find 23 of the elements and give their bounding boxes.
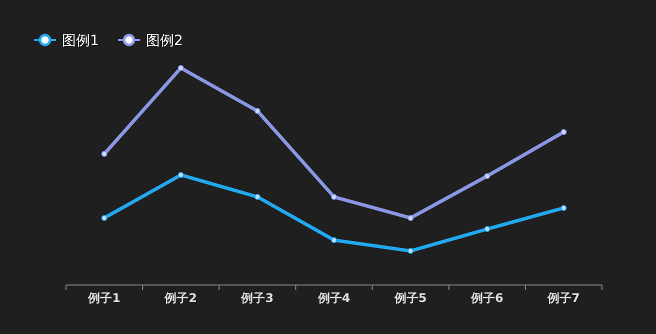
legend-label: 图例2 (146, 33, 183, 49)
x-tick-label: 例子2 (164, 291, 198, 305)
x-tick-label: 例子3 (240, 291, 274, 305)
point (484, 173, 490, 180)
x-tick-label: 例子4 (316, 291, 350, 305)
x-tick-label: 例子6 (470, 291, 504, 305)
point (101, 150, 108, 157)
point (408, 248, 414, 254)
point (560, 129, 567, 136)
point (254, 108, 260, 114)
point (101, 214, 108, 221)
point (178, 172, 184, 178)
x-tick-label: 例子7 (546, 291, 580, 305)
point (178, 65, 184, 71)
x-tick-label: 例子1 (87, 291, 120, 305)
point (254, 194, 260, 200)
point (331, 194, 337, 200)
point (331, 237, 337, 244)
point (560, 204, 567, 211)
point (408, 214, 414, 221)
x-tick-label: 例子5 (393, 291, 427, 305)
point (484, 226, 490, 232)
legend-label: 图例1 (62, 33, 99, 49)
